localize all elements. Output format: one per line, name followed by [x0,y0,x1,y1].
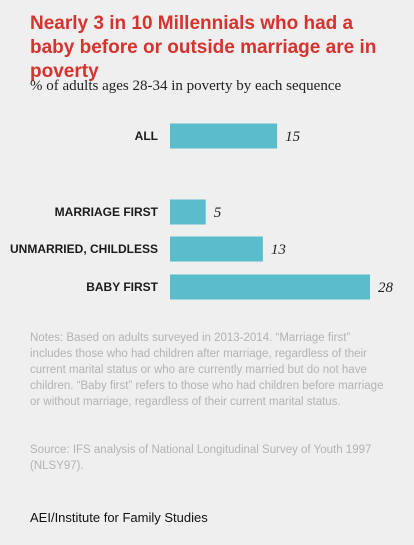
chart-source: Source: IFS analysis of National Longitu… [30,444,372,472]
value-label: 28 [378,280,394,296]
category-label: MARRIAGE FIRST [55,205,159,219]
value-label: 13 [271,242,286,258]
chart-subtitle: % of adults ages 28-34 in poverty by eac… [30,78,342,94]
category-label: ALL [135,129,158,143]
bar-unmarried-childless [170,236,263,262]
bar-baby-first [170,274,370,300]
value-label: 15 [285,129,301,145]
bar-marriage-first [170,199,206,225]
chart-title: Nearly 3 in 10 Millennials who had a bab… [30,13,377,82]
category-label: BABY FIRST [86,280,158,294]
chart-notes: Notes: Based on adults surveyed in 2013-… [30,332,384,408]
bar-chart: ALL 15 MARRIAGE FIRST 5 UNMARRIED, CHILDLESS… [10,123,394,300]
category-label: UNMARRIED, CHILDLESS [10,242,158,256]
publisher-footer: AEI/Institute for Family Studies [30,510,208,525]
bar-all [170,123,278,149]
value-label: 5 [214,205,222,221]
